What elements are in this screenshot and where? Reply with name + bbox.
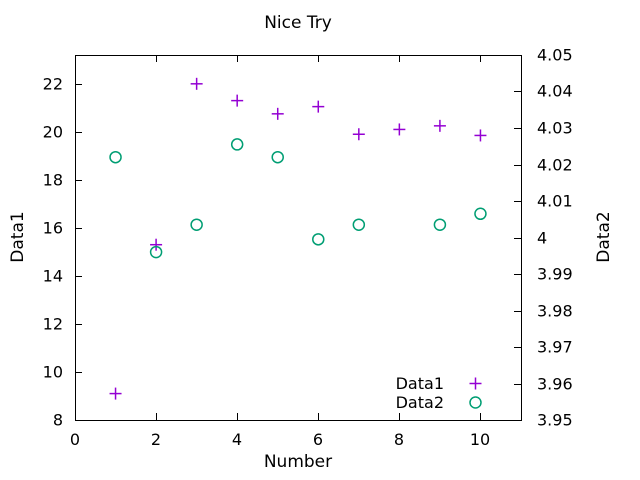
x-tick-label: 2 xyxy=(151,430,161,449)
y2-tick-label: 4.05 xyxy=(537,46,573,65)
data2-point-marker xyxy=(312,233,325,246)
y2-tick-label: 4.03 xyxy=(537,119,573,138)
y2-tick-label: 3.95 xyxy=(537,411,573,430)
x-tick-label: 4 xyxy=(232,430,242,449)
y1-tick-label: 20 xyxy=(43,123,63,142)
data2-point-marker xyxy=(109,150,122,164)
x-tick-label: 10 xyxy=(470,430,490,449)
data2-point-marker xyxy=(149,245,163,259)
data2-point-marker xyxy=(433,218,447,231)
y2-tick-label: 3.96 xyxy=(537,375,573,394)
data2-point-marker xyxy=(352,218,366,231)
y1-tick-label: 16 xyxy=(43,219,63,238)
chart-title: Nice Try xyxy=(264,13,332,33)
y2-tick-label: 4.04 xyxy=(537,82,573,101)
y1-tick-label: 8 xyxy=(53,411,63,430)
data2-point-marker xyxy=(230,138,244,151)
x-tick-label: 6 xyxy=(313,430,323,449)
y1-tick-label: 12 xyxy=(43,315,63,334)
data2-point-marker xyxy=(474,207,487,221)
legend-marker-data2 xyxy=(469,396,482,409)
x-tick-label: 0 xyxy=(70,430,80,449)
y2-tick-label: 3.97 xyxy=(537,338,573,357)
y2-tick-label: 4.01 xyxy=(537,192,573,211)
y1-tick-label: 22 xyxy=(43,75,63,94)
legend-label-data1: Data1 xyxy=(396,374,444,393)
data2-point-marker xyxy=(190,218,203,231)
y2-tick-label: 4 xyxy=(537,229,547,248)
data2-point-marker xyxy=(271,150,284,164)
x-axis-label: Number xyxy=(263,452,333,472)
y2-tick-label: 3.99 xyxy=(537,265,573,284)
x-tick-label: 8 xyxy=(394,430,404,449)
y1-tick-label: 14 xyxy=(43,267,63,286)
plot-border xyxy=(75,55,522,421)
legend-label-data2: Data2 xyxy=(396,393,444,412)
y2-tick-label: 4.02 xyxy=(537,156,573,175)
y1-tick-label: 18 xyxy=(43,171,63,190)
y1-tick-label: 10 xyxy=(43,363,63,382)
y2-tick-label: 3.98 xyxy=(537,302,573,321)
